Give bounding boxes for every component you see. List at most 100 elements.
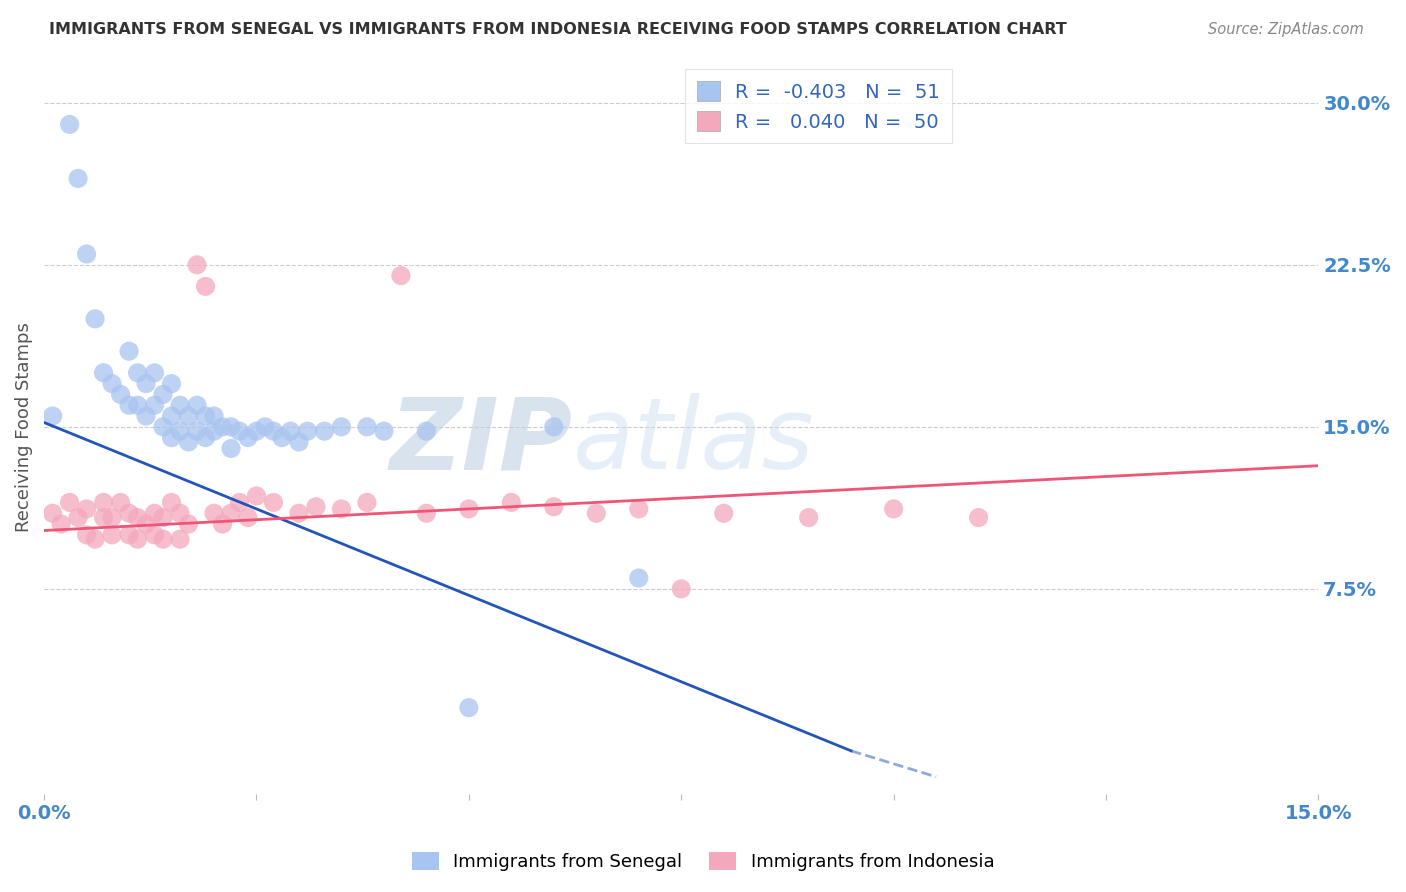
- Point: [152, 420, 174, 434]
- Point: [127, 510, 149, 524]
- Point: [58, 117, 80, 131]
- Point: [671, 582, 693, 596]
- Point: [101, 510, 124, 524]
- Point: [236, 510, 259, 524]
- Point: [228, 424, 250, 438]
- Point: [236, 431, 259, 445]
- Point: [143, 528, 166, 542]
- Point: [330, 420, 353, 434]
- Point: [373, 424, 395, 438]
- Point: [93, 366, 115, 380]
- Point: [415, 424, 437, 438]
- Point: [101, 376, 124, 391]
- Legend: Immigrants from Senegal, Immigrants from Indonesia: Immigrants from Senegal, Immigrants from…: [405, 845, 1001, 879]
- Point: [84, 532, 107, 546]
- Point: [314, 424, 336, 438]
- Point: [177, 409, 200, 423]
- Point: [194, 431, 217, 445]
- Text: IMMIGRANTS FROM SENEGAL VS IMMIGRANTS FROM INDONESIA RECEIVING FOOD STAMPS CORRE: IMMIGRANTS FROM SENEGAL VS IMMIGRANTS FR…: [49, 22, 1067, 37]
- Point: [245, 489, 267, 503]
- Point: [76, 502, 98, 516]
- Y-axis label: Receiving Food Stamps: Receiving Food Stamps: [15, 322, 32, 532]
- Point: [160, 495, 183, 509]
- Point: [41, 506, 63, 520]
- Point: [160, 409, 183, 423]
- Point: [67, 510, 90, 524]
- Point: [49, 516, 72, 531]
- Point: [143, 506, 166, 520]
- Point: [797, 510, 820, 524]
- Point: [177, 516, 200, 531]
- Point: [169, 506, 191, 520]
- Point: [627, 502, 650, 516]
- Point: [76, 528, 98, 542]
- Point: [271, 431, 294, 445]
- Point: [211, 516, 233, 531]
- Point: [58, 495, 80, 509]
- Point: [280, 424, 302, 438]
- Point: [135, 516, 157, 531]
- Point: [585, 506, 607, 520]
- Point: [152, 532, 174, 546]
- Point: [543, 420, 565, 434]
- Point: [41, 409, 63, 423]
- Point: [93, 510, 115, 524]
- Point: [219, 506, 242, 520]
- Point: [118, 506, 141, 520]
- Point: [160, 376, 183, 391]
- Point: [135, 409, 157, 423]
- Point: [415, 506, 437, 520]
- Point: [127, 366, 149, 380]
- Point: [160, 431, 183, 445]
- Point: [152, 510, 174, 524]
- Point: [627, 571, 650, 585]
- Point: [288, 434, 311, 449]
- Point: [177, 434, 200, 449]
- Point: [356, 495, 378, 509]
- Point: [127, 398, 149, 412]
- Point: [135, 376, 157, 391]
- Point: [263, 495, 285, 509]
- Point: [330, 502, 353, 516]
- Point: [202, 506, 225, 520]
- Point: [356, 420, 378, 434]
- Point: [228, 495, 250, 509]
- Point: [143, 398, 166, 412]
- Point: [186, 424, 208, 438]
- Point: [967, 510, 990, 524]
- Point: [457, 502, 479, 516]
- Point: [76, 247, 98, 261]
- Point: [253, 420, 276, 434]
- Point: [263, 424, 285, 438]
- Point: [202, 424, 225, 438]
- Point: [143, 366, 166, 380]
- Point: [67, 171, 90, 186]
- Point: [110, 387, 132, 401]
- Point: [211, 420, 233, 434]
- Point: [501, 495, 523, 509]
- Point: [883, 502, 905, 516]
- Point: [101, 528, 124, 542]
- Point: [713, 506, 735, 520]
- Text: atlas: atlas: [572, 393, 814, 490]
- Point: [457, 700, 479, 714]
- Point: [169, 424, 191, 438]
- Legend: R =  -0.403   N =  51, R =   0.040   N =  50: R = -0.403 N = 51, R = 0.040 N = 50: [685, 70, 952, 144]
- Point: [110, 495, 132, 509]
- Point: [219, 420, 242, 434]
- Point: [118, 344, 141, 359]
- Point: [219, 442, 242, 456]
- Point: [152, 387, 174, 401]
- Point: [186, 398, 208, 412]
- Point: [118, 528, 141, 542]
- Point: [118, 398, 141, 412]
- Point: [84, 311, 107, 326]
- Point: [194, 279, 217, 293]
- Text: Source: ZipAtlas.com: Source: ZipAtlas.com: [1208, 22, 1364, 37]
- Point: [169, 398, 191, 412]
- Point: [127, 532, 149, 546]
- Point: [305, 500, 328, 514]
- Point: [389, 268, 412, 283]
- Point: [194, 409, 217, 423]
- Point: [169, 532, 191, 546]
